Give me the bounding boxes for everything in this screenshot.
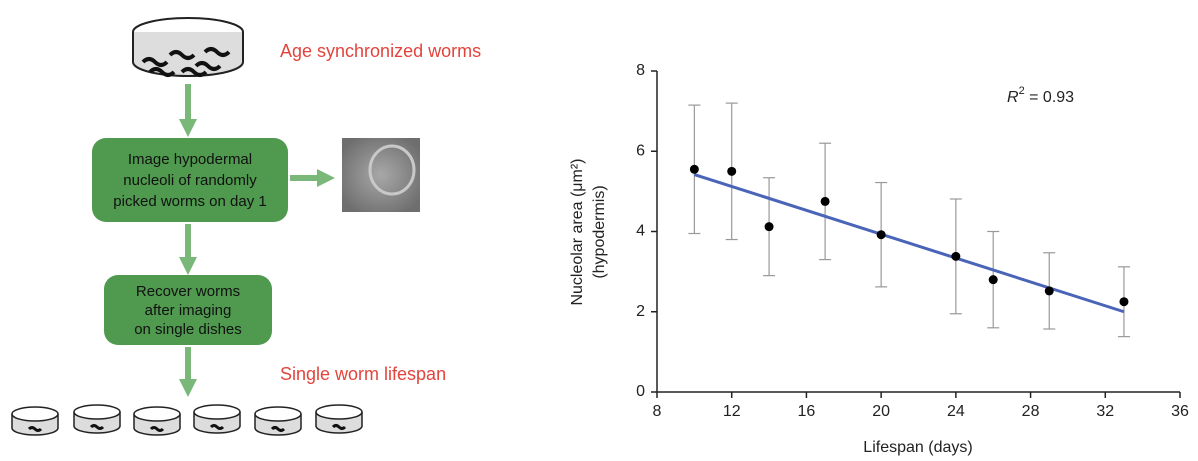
diagram: Age synchronized worms Image hypodermal … (11, 17, 481, 436)
point (876, 230, 886, 240)
point (820, 196, 830, 206)
dish-rim (315, 404, 363, 420)
dish-rim (73, 404, 121, 420)
point (764, 222, 774, 232)
point (1044, 286, 1054, 296)
box-text: on single dishes (134, 321, 242, 338)
y-axis-label: Nucleolar area (μm²) (569, 158, 586, 305)
point (951, 251, 961, 261)
chart: R2 = 0.93 Lifespan (days) Nucleolar area… (569, 62, 1189, 456)
annotation-var: R (1007, 89, 1019, 106)
x-tick-label: 16 (798, 403, 816, 420)
point (689, 164, 699, 174)
worms (141, 47, 231, 77)
worm (89, 424, 105, 430)
y-axis-label: (hypodermis) (591, 185, 608, 278)
y-tick-label: 4 (636, 223, 645, 240)
worm (149, 426, 165, 432)
x-tick-label: 36 (1171, 403, 1189, 420)
worm (270, 426, 286, 432)
annotation-sup: 2 (1019, 85, 1025, 97)
dish-rim (133, 406, 181, 422)
x-axis-label: Lifespan (days) (863, 439, 972, 456)
dish-rim (193, 404, 241, 420)
y-tick-label: 6 (636, 142, 645, 159)
annotation-text: = 0.93 (1025, 89, 1074, 106)
worm (209, 424, 225, 430)
small-dishes (11, 404, 363, 436)
point (1119, 297, 1129, 307)
x-tick-label: 20 (872, 403, 890, 420)
step-box (104, 275, 272, 345)
nucleolus (368, 144, 416, 196)
dish-rim (11, 406, 59, 422)
dish-rim (254, 406, 302, 422)
x-tick-label: 28 (1022, 403, 1040, 420)
worm (27, 426, 43, 432)
x-tick-label: 32 (1096, 403, 1114, 420)
box-text: after imaging (145, 302, 232, 319)
step-label: Single worm lifespan (280, 364, 446, 384)
fit-line (693, 173, 1125, 314)
point (727, 166, 737, 176)
x-tick-label: 8 (653, 403, 662, 420)
y-tick-label: 2 (636, 303, 645, 320)
annotation: R2 = 0.93 (1007, 85, 1074, 106)
box-text: Image hypodermal (128, 151, 252, 168)
y-tick-label: 8 (636, 62, 645, 79)
step-box (92, 138, 288, 222)
worm (331, 424, 347, 430)
x-tick-label: 12 (723, 403, 741, 420)
box-text: Recover worms (136, 283, 240, 300)
x-tick-label: 24 (947, 403, 965, 420)
box-text: nucleoli of randomly (123, 172, 257, 189)
y-tick-label: 0 (636, 383, 645, 400)
box-text: picked worms on day 1 (113, 193, 266, 210)
point (988, 275, 998, 285)
step-label: Age synchronized worms (280, 41, 481, 61)
